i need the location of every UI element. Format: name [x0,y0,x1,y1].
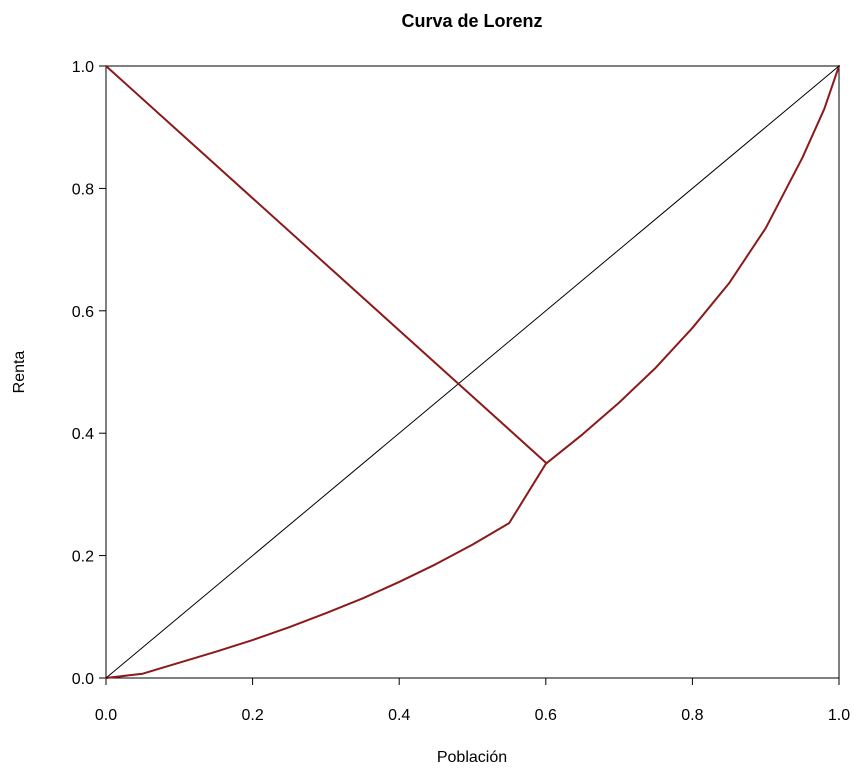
x-tick-label: 0.8 [681,707,703,724]
y-tick-label: 0.6 [72,304,94,321]
equality-line [105,65,840,679]
plot-frame [105,65,840,679]
y-axis: 0.0 0.2 0.4 0.6 0.8 1.0 [72,59,106,688]
y-tick-label: 0.8 [72,181,94,198]
x-tick-label: 1.0 [828,707,850,724]
perpendicular-line [105,65,547,464]
y-tick-label: 0.4 [72,426,94,443]
x-tick-label: 0.2 [241,707,263,724]
x-tick-label: 0.0 [95,707,117,724]
y-axis-label: Renta [11,351,28,394]
series-layer [105,65,840,679]
x-tick-label: 0.6 [535,707,557,724]
y-tick-label: 0.2 [72,549,94,566]
x-axis-label: Población [437,749,507,766]
chart-title: Curva de Lorenz [401,11,542,31]
y-tick-label: 1.0 [72,59,94,76]
x-axis: 0.0 0.2 0.4 0.6 0.8 1.0 [95,678,850,724]
x-tick-label: 0.4 [388,707,410,724]
lorenz-curve [105,65,840,679]
y-tick-label: 0.0 [72,671,94,688]
